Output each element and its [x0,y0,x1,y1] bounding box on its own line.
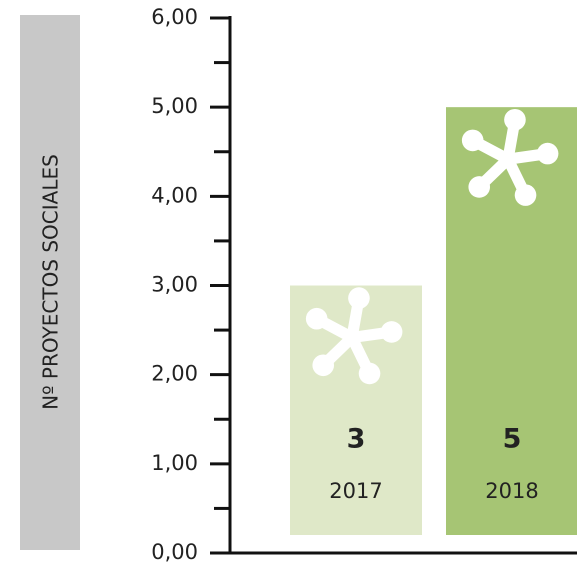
category-label: 2018 [485,479,538,503]
category-label: 2017 [329,479,382,503]
asterisk-tip [461,129,484,152]
y-axis-label: Nº PROYECTOS SOCIALES [39,154,63,410]
asterisk-tip [514,184,537,206]
ylabel-band [20,15,80,550]
asterisk-icon [305,287,403,385]
asterisk-tip [358,362,381,385]
y-tick-label: 5,00 [151,94,198,118]
y-tick-label: 4,00 [151,183,198,207]
asterisk-tip [312,354,335,377]
asterisk-tip [348,287,370,309]
asterisk-tip [504,108,526,131]
y-tick-label: 2,00 [151,362,198,386]
asterisk-tip [468,176,491,198]
asterisk-tip [536,142,559,165]
y-tick-label: 6,00 [151,5,198,29]
asterisk-tip [305,307,328,330]
y-tick-label: 1,00 [151,451,198,475]
value-label: 3 [347,424,366,455]
y-tick-label: 0,00 [151,540,198,564]
value-label: 5 [503,424,522,455]
y-tick-label: 3,00 [151,273,198,297]
asterisk-tip [380,321,403,343]
asterisk-icon [461,108,559,206]
